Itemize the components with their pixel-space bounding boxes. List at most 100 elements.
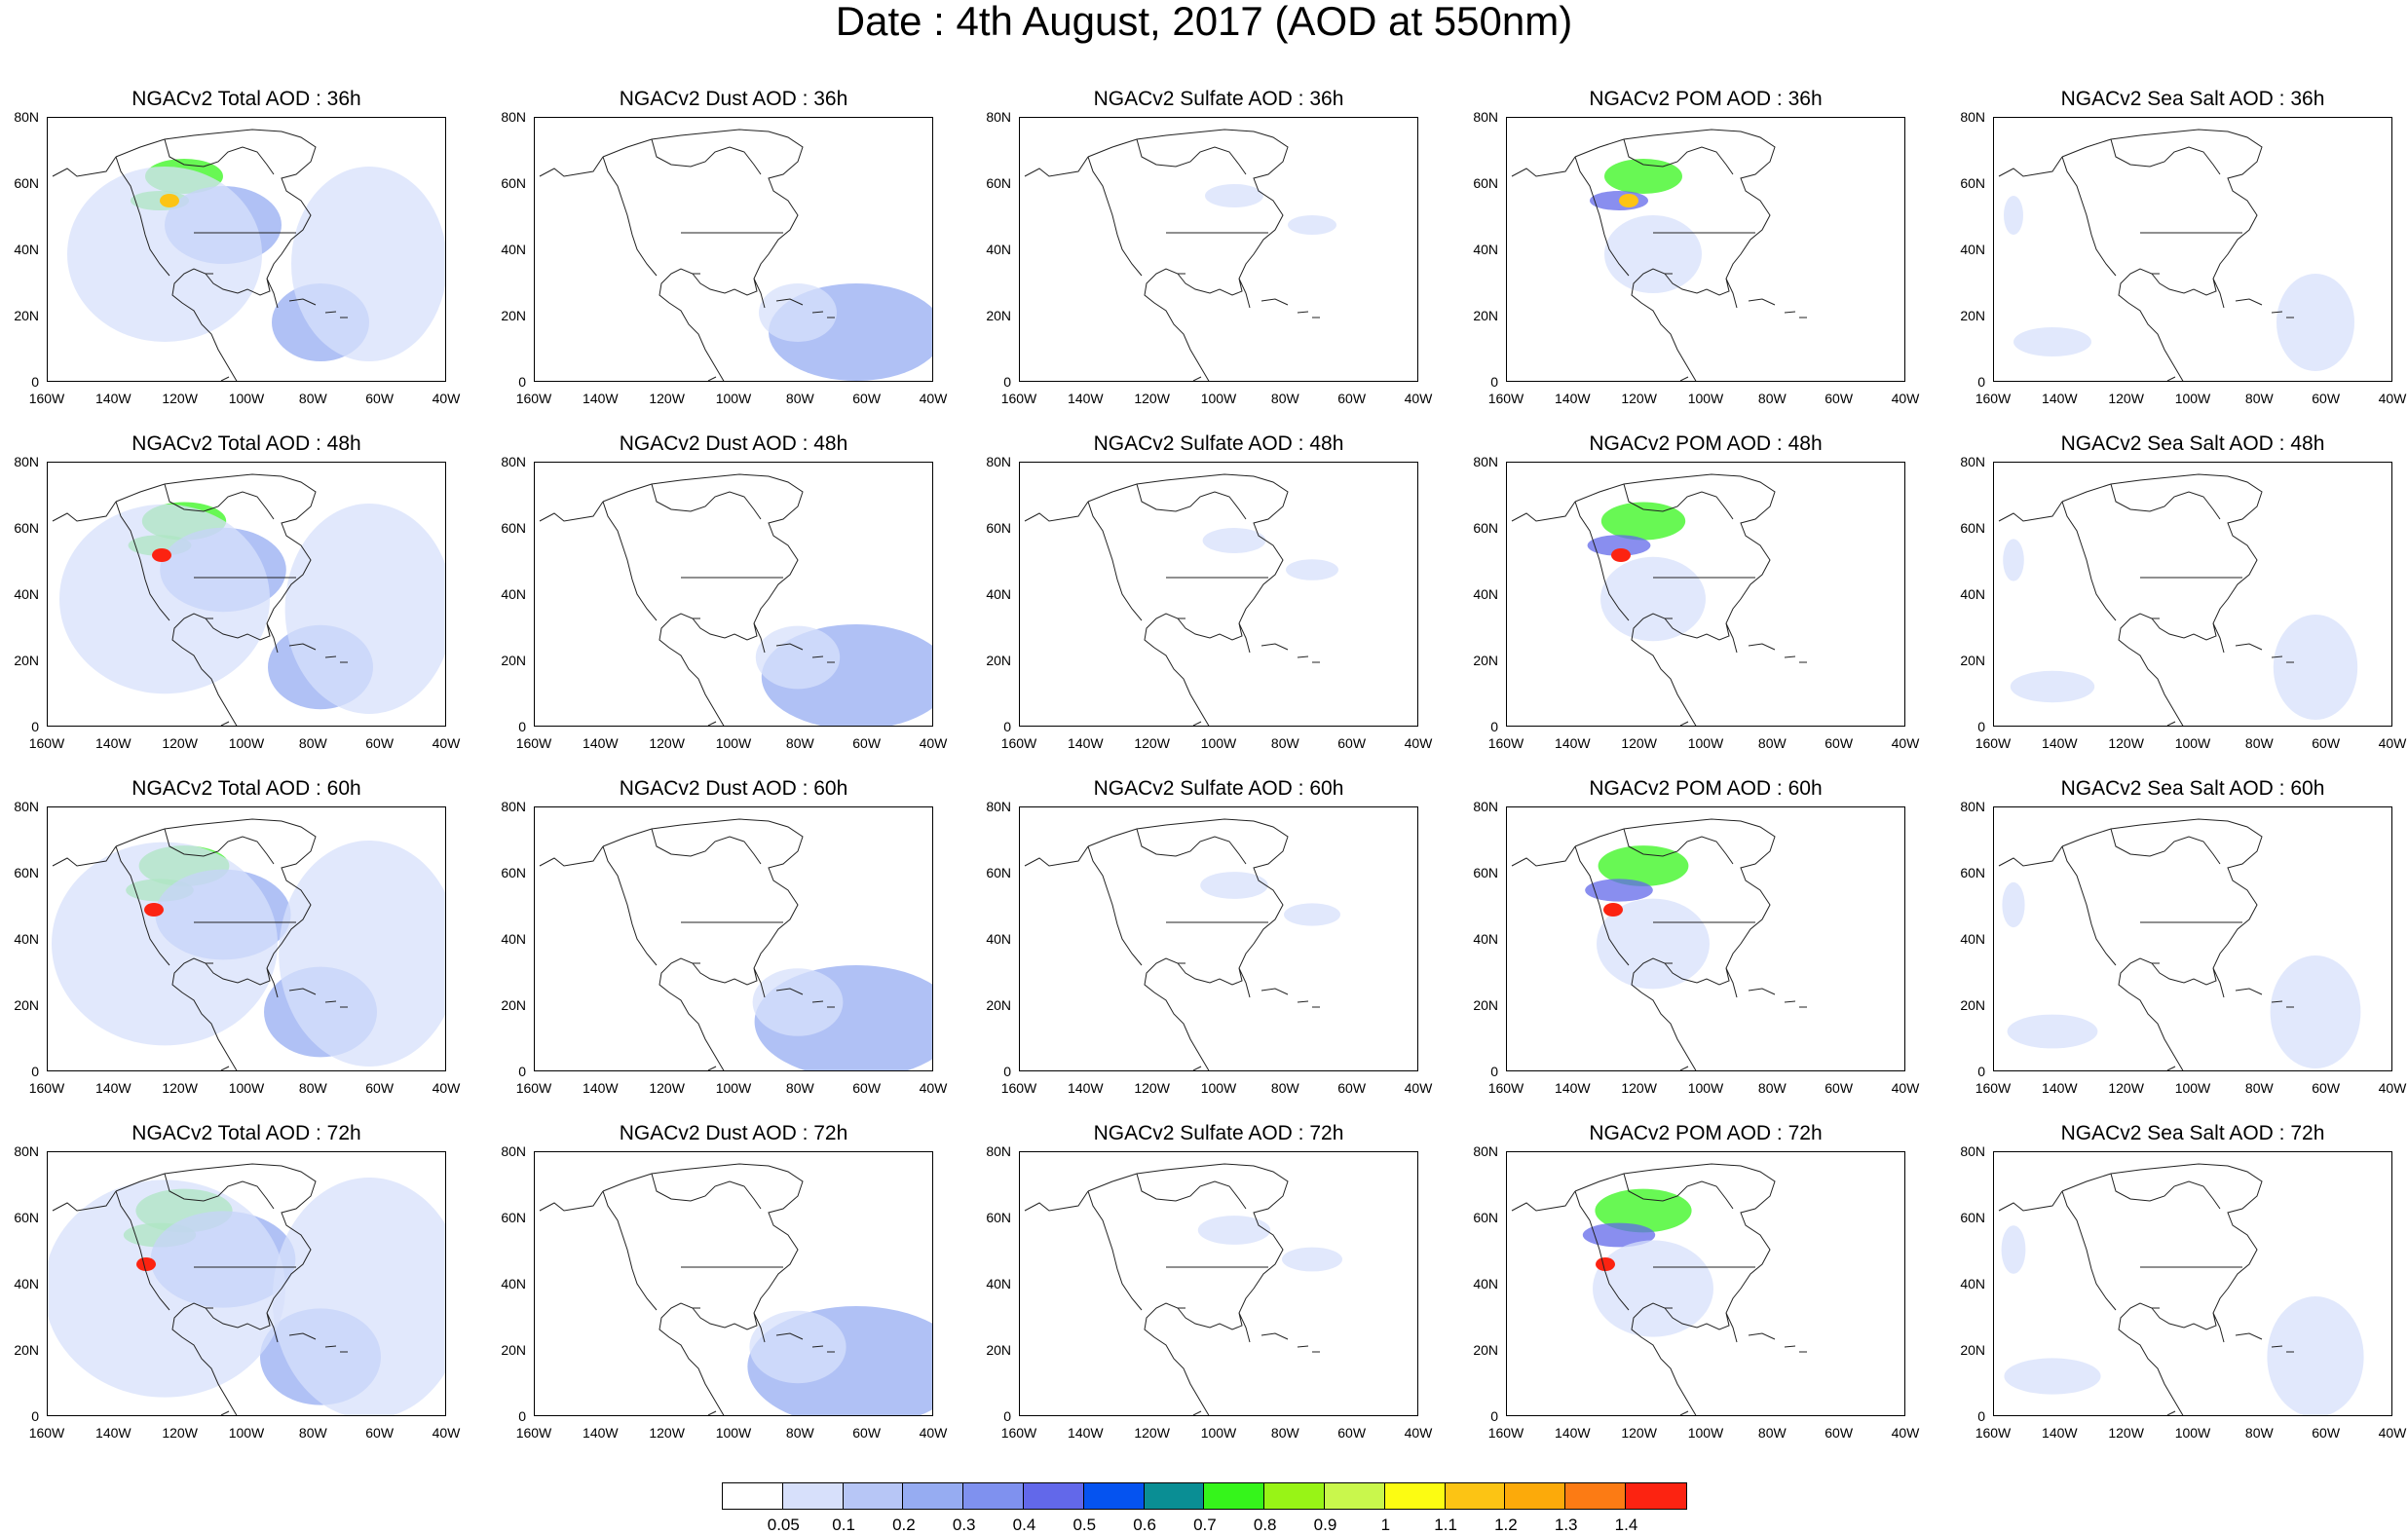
map-svg	[539, 129, 932, 381]
lon-tick-label: 120W	[649, 391, 685, 406]
lon-tick-label: 100W	[1200, 391, 1237, 406]
lat-tick-label: 40N	[1960, 931, 1985, 947]
map-svg	[1998, 818, 2361, 1070]
lat-tick-label: 0	[1977, 1064, 1985, 1079]
lat-tick-label: 60N	[501, 865, 526, 880]
lat-tick-label: 0	[1490, 374, 1498, 390]
lat-tick-label: 60N	[986, 1210, 1011, 1225]
lon-tick-label: 80W	[298, 1425, 327, 1441]
aod-shading	[1604, 159, 1682, 194]
lat-tick-label: 80N	[986, 109, 1011, 125]
lon-tick-label: 40W	[1891, 1080, 1920, 1096]
lon-tick-label: 40W	[2378, 735, 2407, 751]
colorbar-label: 0.4	[1012, 1516, 1036, 1534]
coastline	[1679, 643, 1807, 726]
lon-tick-label: 80W	[785, 735, 814, 751]
map-svg	[1024, 473, 1338, 726]
map-svg	[1998, 1163, 2364, 1415]
panel-title: NGACv2 Sea Salt AOD : 60h	[2060, 777, 2325, 800]
map-svg	[1511, 473, 1807, 726]
lon-tick-label: 80W	[1270, 735, 1299, 751]
aod-shading	[2003, 539, 2024, 581]
lat-tick-label: 80N	[1473, 799, 1498, 814]
map-svg	[1024, 129, 1336, 381]
lat-tick-label: 0	[1490, 1408, 1498, 1424]
map-panel: NGACv2 Total AOD : 36h 80N 60N 40N 20N 0 160W 1…	[14, 88, 460, 413]
lat-tick-label: 20N	[1960, 653, 1985, 668]
aod-shading	[59, 504, 270, 694]
lon-tick-label: 60W	[852, 1080, 882, 1096]
lat-tick-label: 40N	[986, 242, 1011, 257]
lat-tick-label: 60N	[1960, 865, 1985, 880]
lat-tick-label: 80N	[501, 1143, 526, 1159]
colorbar-label: 0.9	[1313, 1516, 1337, 1534]
lon-tick-label: 100W	[1200, 735, 1237, 751]
coastline	[1511, 129, 1776, 381]
map-svg	[1511, 1163, 1807, 1415]
panel-title: NGACv2 POM AOD : 60h	[1589, 777, 1823, 800]
panel-title: NGACv2 POM AOD : 48h	[1589, 432, 1823, 455]
lat-tick-label: 80N	[986, 454, 1011, 469]
lon-tick-label: 60W	[1337, 735, 1367, 751]
map-plot-area	[534, 462, 933, 727]
lat-tick-label: 40N	[501, 586, 526, 602]
lon-tick-label: 140W	[583, 1425, 619, 1441]
lon-tick-label: 100W	[715, 1425, 752, 1441]
lat-tick-label: 80N	[14, 109, 39, 125]
lat-tick-label: 80N	[986, 799, 1011, 814]
panel-title: NGACv2 Total AOD : 60h	[132, 777, 361, 800]
lon-tick-label: 60W	[1825, 1080, 1854, 1096]
map-panel: NGACv2 POM AOD : 36h 80N 60N 40N 20N 0 160W 140…	[1473, 88, 1919, 413]
lon-tick-label: 140W	[583, 1080, 619, 1096]
lon-tick-label: 140W	[1555, 391, 1591, 406]
map-svg	[52, 818, 445, 1070]
colorbar-swatch	[1324, 1483, 1385, 1509]
lat-tick-label: 60N	[501, 1210, 526, 1225]
map-plot-area	[47, 806, 446, 1071]
lon-tick-label: 40W	[1404, 391, 1433, 406]
colorbar-label: 0.3	[952, 1516, 976, 1534]
map-panel: NGACv2 Sulfate AOD : 48h 80N 60N 40N 20N 0 160…	[986, 432, 1432, 758]
lon-tick-label: 120W	[2108, 1425, 2144, 1441]
lat-tick-label: 0	[1977, 374, 1985, 390]
aod-shading	[2002, 881, 2025, 928]
lat-tick-label: 20N	[1473, 997, 1498, 1013]
map-panel: NGACv2 Dust AOD : 36h 80N 60N 40N 20N 0 160W 14…	[501, 88, 947, 413]
lon-tick-label: 40W	[2378, 1425, 2407, 1441]
aod-shading	[2004, 1358, 2101, 1395]
lon-tick-label: 40W	[2378, 391, 2407, 406]
lat-tick-label: 0	[1977, 1408, 1985, 1424]
lon-tick-label: 40W	[2378, 1080, 2407, 1096]
lon-tick-label: 60W	[1337, 1425, 1367, 1441]
lon-tick-label: 100W	[1687, 735, 1724, 751]
lat-tick-label: 20N	[14, 1342, 39, 1358]
colorbar-swatch	[903, 1483, 964, 1509]
lon-tick-label: 80W	[1757, 1080, 1787, 1096]
coastline	[52, 473, 317, 726]
lon-tick-label: 160W	[28, 1425, 65, 1441]
lon-tick-label: 140W	[2042, 735, 2078, 751]
colorbar-label: 0.05	[767, 1516, 800, 1534]
map-panel: NGACv2 Total AOD : 72h 80N 60N 40N 20N 0 160W 1…	[14, 1122, 460, 1447]
lat-tick-label: 40N	[14, 586, 39, 602]
lon-tick-label: 60W	[365, 391, 395, 406]
lon-tick-label: 80W	[298, 391, 327, 406]
lon-tick-label: 160W	[1487, 1080, 1524, 1096]
aod-hotspot	[144, 903, 164, 917]
lon-tick-label: 60W	[852, 735, 882, 751]
coastline	[1024, 1163, 1289, 1415]
lat-tick-label: 40N	[1960, 1276, 1985, 1292]
lon-tick-label: 80W	[1757, 735, 1787, 751]
lon-tick-label: 160W	[1000, 1425, 1037, 1441]
coastline	[1998, 473, 2263, 726]
colorbar-swatch	[1384, 1483, 1446, 1509]
coastline	[707, 298, 835, 381]
aod-shading	[1288, 215, 1336, 235]
coastline	[220, 1332, 348, 1415]
map-plot-area	[47, 462, 446, 727]
lon-tick-label: 60W	[1825, 1425, 1854, 1441]
lon-tick-label: 40W	[1891, 391, 1920, 406]
lat-tick-label: 0	[1003, 1408, 1011, 1424]
lat-tick-label: 60N	[1473, 1210, 1498, 1225]
lon-tick-label: 60W	[365, 1080, 395, 1096]
